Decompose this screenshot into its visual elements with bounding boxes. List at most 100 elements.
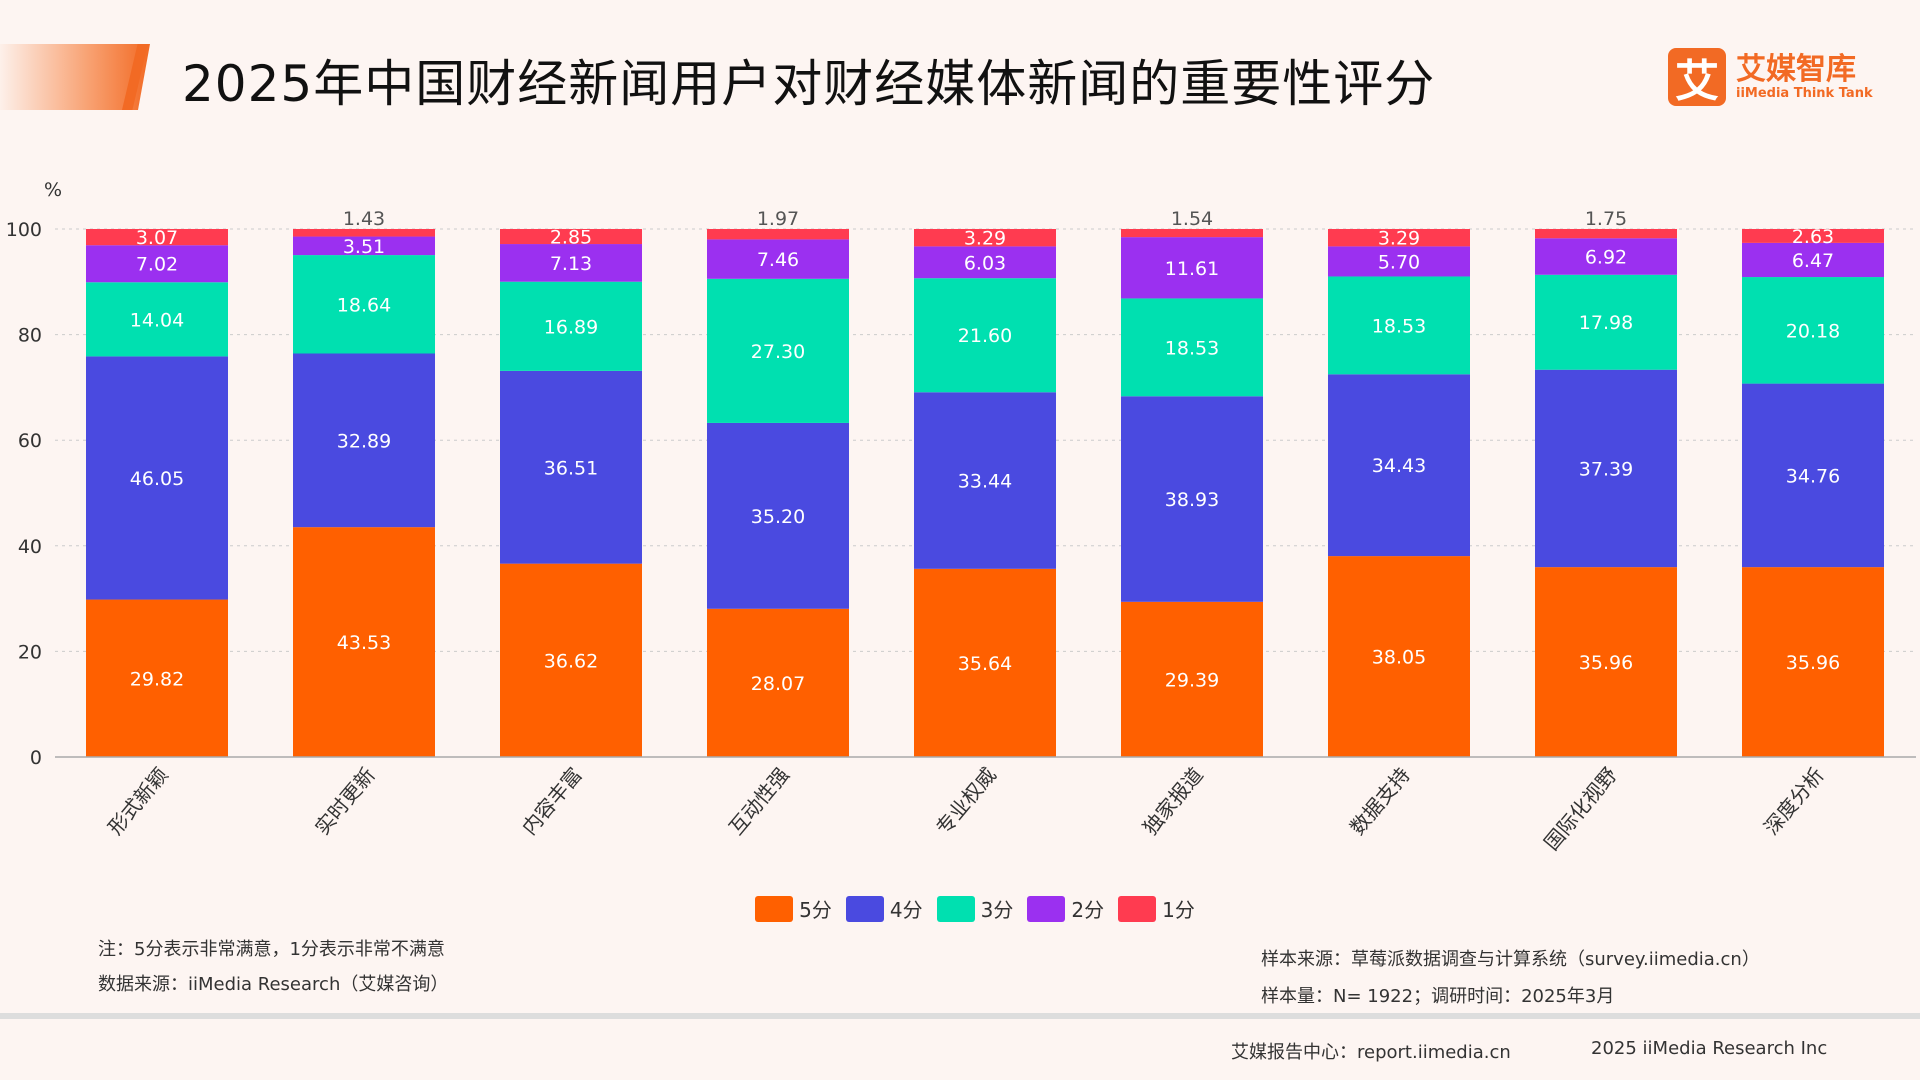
data-label: 36.62 bbox=[544, 650, 598, 672]
note: 注：5分表示非常满意，1分表示非常不满意 bbox=[98, 939, 445, 960]
bar-segment bbox=[86, 282, 228, 357]
bar-segment bbox=[1121, 396, 1263, 602]
data-label: 14.04 bbox=[130, 309, 184, 331]
bar-segment bbox=[1121, 601, 1263, 757]
bar-segment bbox=[1535, 567, 1677, 757]
data-label: 1.97 bbox=[757, 208, 799, 230]
x-tick-label: 独家报道 bbox=[1138, 763, 1208, 840]
x-tick-label: 数据支持 bbox=[1345, 763, 1415, 840]
bar-segment bbox=[914, 229, 1056, 247]
data-label: 16.89 bbox=[544, 316, 598, 338]
data-label: 21.60 bbox=[958, 325, 1012, 347]
data-label: 1.54 bbox=[1171, 208, 1213, 230]
data-label: 32.89 bbox=[337, 430, 391, 452]
data-label: 46.05 bbox=[130, 468, 184, 490]
bar-segment bbox=[1121, 229, 1263, 238]
data-label: 35.64 bbox=[958, 653, 1012, 675]
bar-segment bbox=[500, 370, 642, 564]
x-tick-label: 专业权威 bbox=[931, 763, 1001, 840]
bar-segment bbox=[914, 392, 1056, 569]
legend-swatch bbox=[936, 895, 975, 922]
legend-label: 3分 bbox=[980, 898, 1014, 922]
divider bbox=[0, 1013, 1920, 1019]
data-label: 33.44 bbox=[958, 471, 1012, 493]
bar-segment bbox=[1535, 229, 1677, 239]
data-label: 37.39 bbox=[1579, 458, 1633, 480]
x-tick-label: 互动性强 bbox=[724, 763, 794, 840]
data-label: 43.53 bbox=[337, 632, 391, 654]
data-label: 27.30 bbox=[751, 341, 805, 363]
data-label: 2.63 bbox=[1792, 226, 1834, 248]
logo-subtext: iiMedia Think Tank bbox=[1736, 85, 1873, 101]
legend-label: 5分 bbox=[799, 898, 832, 922]
x-tick-label: 实时更新 bbox=[310, 763, 380, 840]
data-label: 3.29 bbox=[1378, 228, 1420, 250]
data-label: 3.29 bbox=[964, 228, 1006, 250]
data-label: 6.92 bbox=[1585, 247, 1627, 269]
bar-segment bbox=[1121, 298, 1263, 397]
data-label: 6.03 bbox=[964, 252, 1006, 274]
y-tick-label: 100 bbox=[6, 219, 42, 241]
x-tick-label: 内容丰富 bbox=[517, 763, 587, 840]
bar-segment bbox=[1328, 246, 1470, 277]
x-tick-label: 深度分析 bbox=[1759, 763, 1829, 840]
logo-mark-icon: 艾 bbox=[1668, 48, 1726, 107]
bar-segment bbox=[86, 356, 228, 600]
data-label: 18.53 bbox=[1165, 337, 1219, 359]
page-title: 2025年中国财经新闻用户对财经媒体新闻的重要性评分 bbox=[182, 55, 1436, 113]
data-label: 1.43 bbox=[343, 208, 385, 230]
data-label: 18.64 bbox=[337, 294, 391, 316]
data-label: 29.82 bbox=[130, 668, 184, 690]
data-source: 数据来源：iiMedia Research（艾媒咨询） bbox=[98, 974, 449, 995]
bar-segment bbox=[293, 353, 435, 528]
legend: 5分 4分 3分 2分 1分 bbox=[0, 894, 1920, 923]
data-label: 3.51 bbox=[343, 236, 385, 258]
bar-segment bbox=[1328, 374, 1470, 557]
legend-swatch bbox=[755, 895, 794, 922]
data-label: 35.96 bbox=[1579, 652, 1633, 674]
data-label: 7.46 bbox=[757, 249, 799, 271]
stacked-bar-chart: 0 20 40 60 80 100% 29.82 46.05 14.04 7.02 3.07 形式新颖… bbox=[6, 179, 1916, 855]
data-label: 2.85 bbox=[550, 227, 592, 249]
legend-label: 2分 bbox=[1071, 898, 1105, 922]
y-tick-label: 20 bbox=[18, 641, 42, 663]
data-label: 34.76 bbox=[1786, 465, 1840, 487]
footer-report-center: 艾媒报告中心：report.iimedia.cn bbox=[1231, 1042, 1511, 1063]
bar-segment bbox=[500, 244, 642, 282]
data-label: 11.61 bbox=[1165, 258, 1219, 280]
legend-item: 5分 bbox=[755, 894, 832, 923]
bar-segment bbox=[1328, 556, 1470, 757]
bar-segment bbox=[1328, 276, 1470, 375]
y-tick-label: 60 bbox=[18, 430, 42, 452]
data-label: 35.96 bbox=[1786, 652, 1840, 674]
bar-segment bbox=[707, 239, 849, 279]
bar-segment bbox=[1742, 383, 1884, 568]
bar-segment bbox=[1742, 229, 1884, 243]
data-label: 35.20 bbox=[751, 506, 805, 528]
bar-segment bbox=[1742, 242, 1884, 278]
data-label: 1.75 bbox=[1585, 208, 1627, 230]
legend-item: 1分 bbox=[1118, 894, 1195, 923]
data-label: 5.70 bbox=[1378, 251, 1420, 273]
logo-text: 艾媒智库 bbox=[1736, 51, 1856, 87]
y-tick-label: 40 bbox=[18, 536, 42, 558]
data-label: 7.13 bbox=[550, 253, 592, 275]
legend-label: 1分 bbox=[1162, 898, 1195, 922]
bar-segment bbox=[293, 527, 435, 757]
data-label: 20.18 bbox=[1786, 320, 1840, 342]
legend-swatch bbox=[1118, 895, 1157, 922]
sample-size: 样本量：N= 1922；调研时间：2025年3月 bbox=[1261, 986, 1615, 1007]
bar-segment bbox=[1742, 277, 1884, 384]
data-label: 36.51 bbox=[544, 457, 598, 479]
data-label: 17.98 bbox=[1579, 312, 1633, 334]
bar-segment bbox=[293, 255, 435, 354]
legend-label: 4分 bbox=[889, 898, 923, 922]
bar-segment bbox=[1328, 229, 1470, 247]
bar-segment bbox=[914, 246, 1056, 279]
bar-segment bbox=[914, 278, 1056, 393]
bar-segment bbox=[707, 278, 849, 423]
legend-item: 3分 bbox=[936, 894, 1014, 923]
bar-segment bbox=[707, 608, 849, 757]
bar-segment bbox=[500, 563, 642, 757]
bar-segment bbox=[293, 236, 435, 256]
